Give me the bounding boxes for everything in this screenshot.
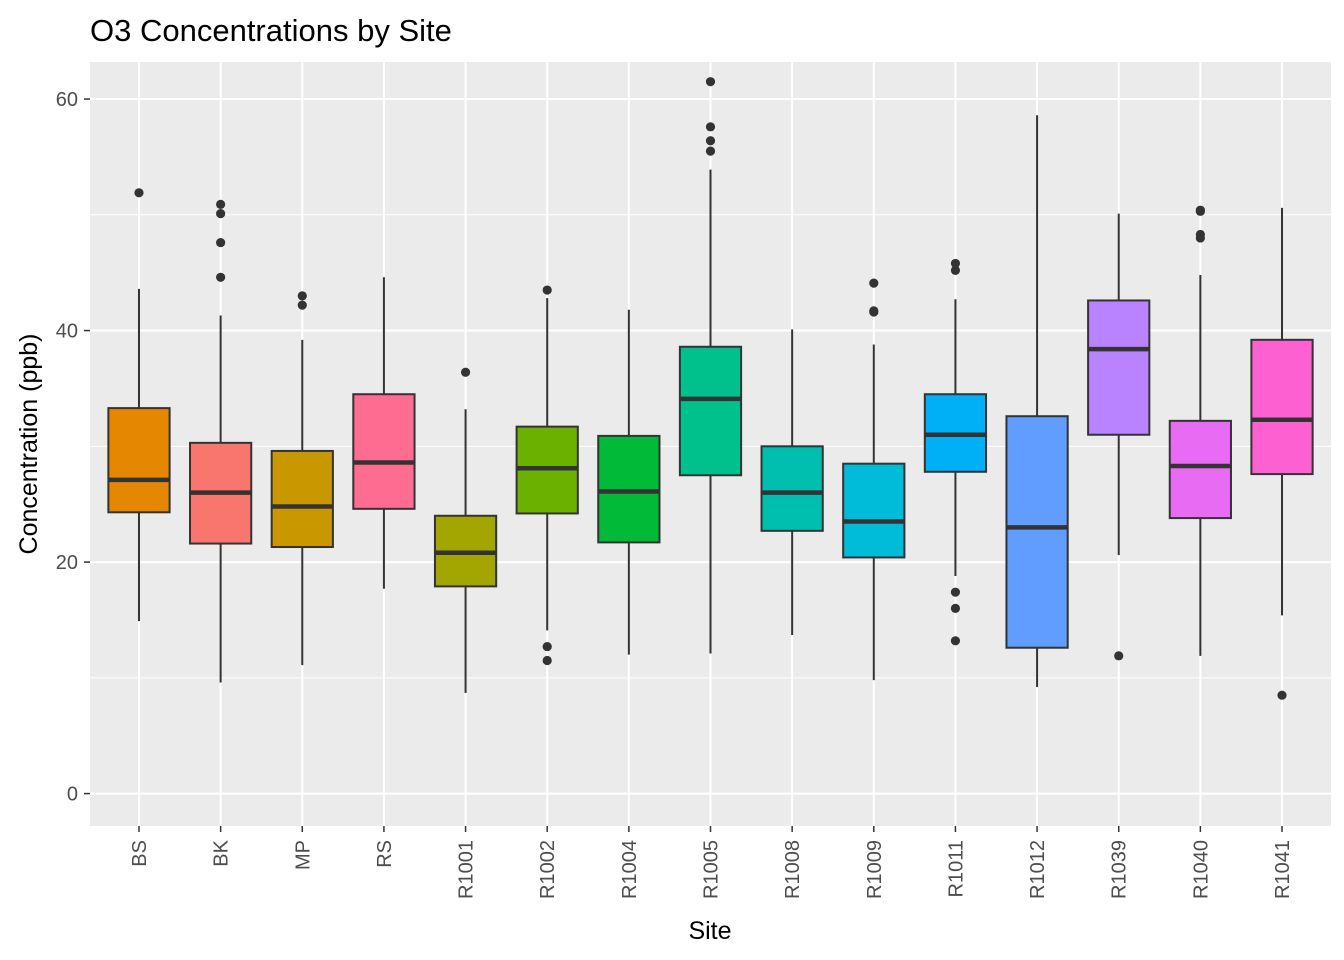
outlier-point — [542, 641, 552, 652]
iqr-box — [1005, 415, 1069, 649]
outlier-point — [705, 146, 716, 156]
x-tick-label: R1041 — [1272, 840, 1294, 899]
box-r1011 — [923, 258, 988, 646]
outlier-point — [134, 188, 144, 198]
x-tick-label: R1011 — [945, 840, 967, 897]
outlier-point — [1195, 205, 1205, 215]
box-rs — [352, 277, 416, 589]
outlier-point — [216, 272, 226, 282]
outlier-point — [950, 587, 961, 597]
outlier-point — [1277, 690, 1287, 700]
outlier-point — [460, 367, 471, 377]
y-tick-label: 40 — [56, 321, 78, 343]
box-r1008 — [760, 329, 824, 635]
iqr-box — [270, 449, 334, 549]
iqr-box — [352, 393, 416, 510]
x-tick-label: R1012 — [1027, 840, 1049, 899]
box-layer — [107, 77, 1314, 700]
y-axis-title: Concentration (ppb) — [15, 334, 43, 555]
x-tick-label: RS — [374, 840, 396, 868]
outlier-point — [297, 291, 307, 301]
box-r1039 — [1087, 213, 1151, 661]
y-axis: 0 20 40 60 — [56, 89, 90, 806]
outlier-point — [216, 237, 226, 248]
x-tick-label: R1039 — [1109, 840, 1131, 899]
x-tick-label: R1001 — [456, 840, 478, 899]
x-axis: BS BK MP RS R1001 R1002 R1004 R1005 R1008 R1009 R1… — [129, 826, 1294, 899]
iqr-box — [678, 345, 743, 477]
outlier-point — [542, 655, 552, 666]
x-tick-label: MP — [292, 840, 314, 870]
y-tick-label: 0 — [67, 784, 78, 806]
outlier-point — [216, 199, 226, 209]
outlier-point — [950, 603, 961, 613]
box-r1041 — [1250, 207, 1314, 700]
iqr-box — [1168, 419, 1232, 520]
outlier-point — [869, 306, 879, 316]
iqr-box — [842, 462, 906, 559]
y-tick-label: 20 — [56, 552, 78, 574]
outlier-point — [705, 122, 716, 132]
outlier-point — [705, 77, 716, 87]
outlier-point — [1195, 229, 1205, 240]
outlier-point — [869, 278, 879, 288]
box-bk — [189, 199, 253, 683]
box-r1001 — [433, 367, 498, 693]
x-tick-label: R1040 — [1190, 840, 1212, 899]
box-r1002 — [515, 285, 579, 666]
x-tick-label: R1008 — [782, 840, 804, 899]
box-r1012 — [1005, 115, 1069, 688]
y-tick-label: 60 — [56, 89, 78, 111]
chart-title: O3 Concentrations by Site — [90, 13, 452, 48]
outlier-point — [950, 258, 961, 269]
x-axis-title: Site — [688, 917, 731, 945]
x-tick-label: BK — [211, 839, 233, 866]
iqr-box — [760, 445, 824, 532]
x-tick-label: BS — [129, 840, 151, 867]
x-tick-label: R1004 — [619, 840, 641, 899]
box-r1004 — [597, 309, 661, 655]
outlier-point — [950, 265, 961, 275]
outlier-point — [216, 209, 226, 219]
iqr-box — [597, 434, 661, 544]
outlier-point — [950, 636, 961, 646]
x-tick-label: R1002 — [537, 840, 559, 899]
box-mp — [270, 291, 334, 666]
outlier-point — [297, 300, 307, 310]
iqr-box — [1087, 299, 1151, 436]
box-r1009 — [842, 278, 906, 681]
x-tick-label: R1005 — [701, 840, 723, 899]
x-tick-label: R1009 — [864, 840, 886, 899]
box-bs — [107, 188, 171, 622]
box-r1040 — [1168, 205, 1232, 656]
box-r1005 — [678, 77, 743, 654]
outlier-point — [705, 136, 716, 146]
outlier-point — [1114, 651, 1124, 661]
iqr-box — [107, 407, 171, 514]
outlier-point — [542, 285, 552, 295]
iqr-box — [1250, 338, 1314, 476]
